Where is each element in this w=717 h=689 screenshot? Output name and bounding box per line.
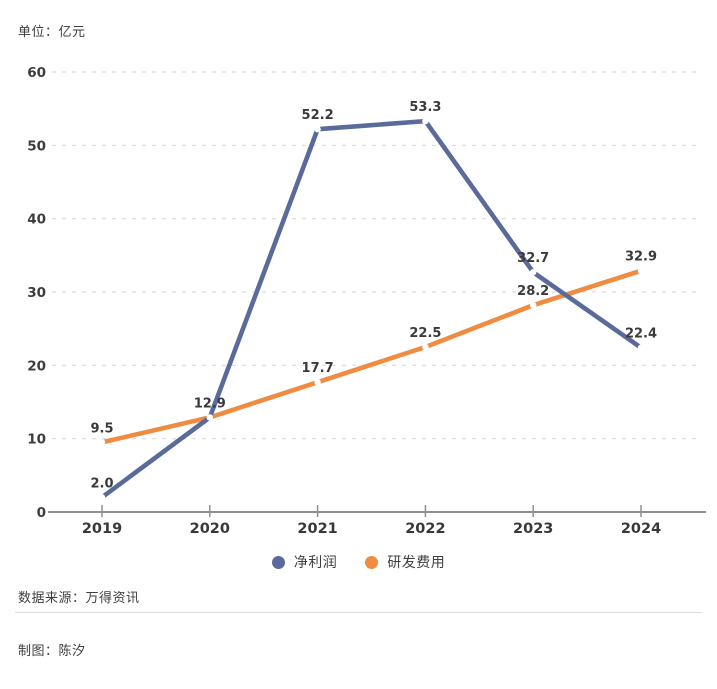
legend-item-net-profit: 净利润 xyxy=(271,552,338,572)
data-point-marker xyxy=(530,302,537,309)
data-point-label: 28.2 xyxy=(517,284,549,299)
net-profit-dot-icon xyxy=(271,555,285,569)
data-point-marker xyxy=(98,494,106,501)
y-tick-label: 60 xyxy=(27,65,46,81)
data-point-marker xyxy=(314,379,321,386)
unit-label: 单位：亿元 xyxy=(18,25,86,40)
data-point-label: 53.3 xyxy=(409,100,441,115)
data-point-label: 22.4 xyxy=(625,327,657,342)
data-point-label: 9.5 xyxy=(90,421,113,436)
data-point-marker xyxy=(422,343,429,351)
credit-text: 制图：陈汐 xyxy=(18,644,86,659)
y-tick-label: 50 xyxy=(27,138,46,154)
data-point-label: 52.2 xyxy=(302,108,334,123)
x-tick-label: 2023 xyxy=(513,521,553,537)
data-point-label: 22.5 xyxy=(409,326,441,341)
data-point-marker xyxy=(422,117,429,125)
footer-divider xyxy=(15,612,702,613)
legend-label: 净利润 xyxy=(293,555,338,571)
rnd-expense-dot-icon xyxy=(365,555,379,569)
data-point-marker xyxy=(637,267,645,274)
data-point-marker xyxy=(98,439,106,446)
x-tick-label: 2024 xyxy=(621,521,661,537)
data-point-marker xyxy=(530,269,537,276)
x-tick-label: 2022 xyxy=(405,521,445,537)
legend-label: 研发费用 xyxy=(387,555,446,571)
y-tick-label: 30 xyxy=(27,285,46,301)
y-tick-label: 0 xyxy=(37,505,46,521)
chart-legend: 净利润 研发费用 xyxy=(0,552,717,572)
legend-item-rnd-expense: 研发费用 xyxy=(365,552,445,572)
data-point-label: 32.9 xyxy=(625,250,657,265)
data-source-text: 数据来源：万得资讯 xyxy=(18,591,140,606)
data-point-marker xyxy=(637,344,645,351)
data-point-label: 12.9 xyxy=(194,396,226,411)
data-point-label: 32.7 xyxy=(517,251,549,266)
x-tick-label: 2020 xyxy=(190,521,230,537)
x-tick-label: 2021 xyxy=(297,521,337,537)
y-tick-label: 20 xyxy=(27,358,46,374)
rnd-expense-line xyxy=(99,268,644,445)
data-point-marker xyxy=(206,414,213,421)
data-point-label: 2.0 xyxy=(90,476,113,491)
x-tick-label: 2019 xyxy=(82,521,122,537)
data-point-marker xyxy=(314,126,321,133)
y-tick-label: 10 xyxy=(27,432,46,448)
line-chart: 0 10 20 30 40 50 60 2019 2020 2021 2022 2023 2024 2.0… xyxy=(27,65,706,537)
net-profit-line xyxy=(99,118,644,500)
data-point-label: 17.7 xyxy=(302,361,334,376)
y-tick-label: 40 xyxy=(27,212,46,228)
